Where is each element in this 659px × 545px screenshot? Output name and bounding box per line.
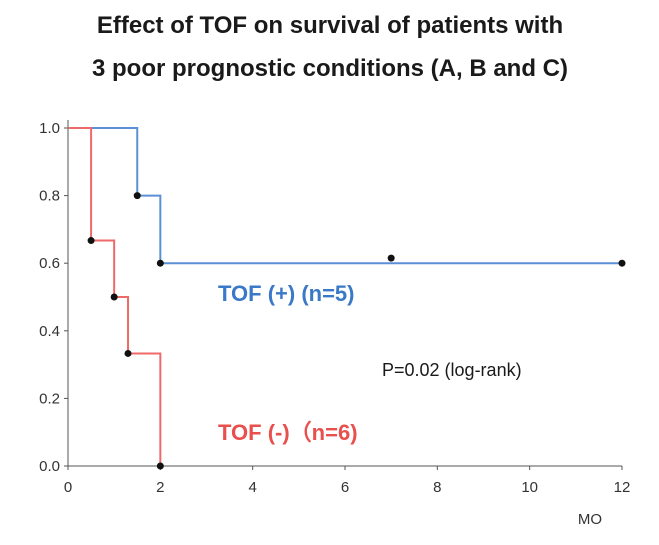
- chart-title: Effect of TOF on survival of patients wi…: [92, 12, 568, 82]
- censor-marker-tof-plus: [133, 192, 141, 200]
- x-tick-label: 12: [614, 479, 631, 496]
- chart-title-line-2: 3 poor prognostic conditions (A, B and C…: [92, 55, 568, 82]
- x-axis-unit-label: MO: [578, 511, 602, 528]
- censor-marker-tof-minus: [156, 462, 164, 470]
- censor-marker-tof-plus: [387, 254, 395, 262]
- censor-marker-tof-minus: [124, 349, 132, 357]
- y-tick-label: 0.6: [39, 255, 60, 272]
- x-tick-label: 6: [341, 479, 349, 496]
- axes: 0.0 0.2 0.4 0.6 0.8 1.0 0 2 4 6 8 10 12: [39, 120, 630, 496]
- x-tick-label: 2: [156, 479, 164, 496]
- censor-marker-tof-plus: [156, 259, 164, 267]
- p-value-annotation: P=0.02 (log-rank): [382, 360, 522, 380]
- y-tick-label: 0.2: [39, 390, 60, 407]
- x-tick-label: 10: [521, 479, 538, 496]
- y-tick-label: 0.0: [39, 458, 60, 475]
- y-tick-label: 1.0: [39, 120, 60, 137]
- censor-marker-tof-plus: [618, 259, 626, 267]
- y-tick-label: 0.4: [39, 323, 60, 340]
- series-line-tof-plus: [68, 127, 622, 265]
- x-tick-label: 8: [433, 479, 441, 496]
- series-label-tof-minus: TOF (-)（n=6): [218, 420, 358, 445]
- series-markers: [87, 192, 626, 470]
- x-tick-label: 4: [248, 479, 256, 496]
- chart-title-line-1: Effect of TOF on survival of patients wi…: [97, 12, 563, 39]
- censor-marker-tof-minus: [110, 293, 118, 301]
- censor-marker-tof-minus: [87, 237, 95, 245]
- x-tick-label: 0: [64, 479, 72, 496]
- y-tick-label: 0.8: [39, 188, 60, 205]
- series-label-tof-plus: TOF (+) (n=5): [218, 281, 355, 306]
